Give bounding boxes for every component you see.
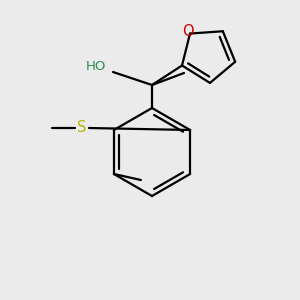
Text: HO: HO [85, 59, 106, 73]
Text: O: O [182, 24, 194, 39]
Text: S: S [77, 121, 87, 136]
